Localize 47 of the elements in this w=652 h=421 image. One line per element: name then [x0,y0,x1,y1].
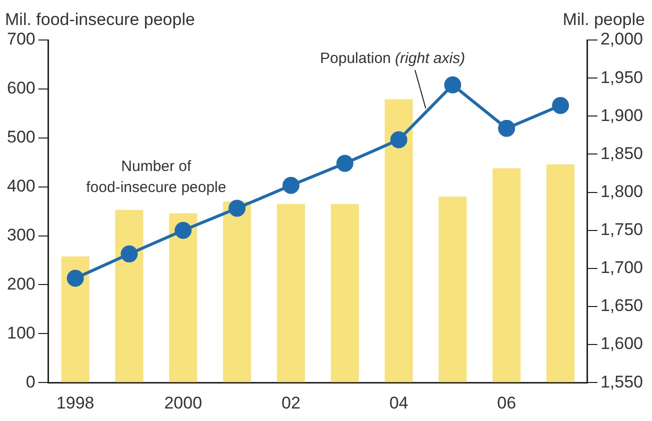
x-tick-label: 2000 [164,393,202,412]
point [228,200,246,217]
y-tick-label: 0 [26,372,36,392]
series-label: Number of food-insecure people [86,158,226,196]
point [336,154,354,172]
bar [223,202,252,382]
point [390,131,408,148]
y2-tick-label: 1,600 [600,334,644,354]
y-tick-label: 100 [6,323,36,342]
point [552,96,570,114]
x-tick-label: 02 [281,393,300,412]
point [174,222,192,239]
y-tick-label: 400 [6,176,36,196]
y2-tick-label: 1,950 [600,68,644,87]
y2-tick-label: 1,750 [600,220,644,240]
y2-tick-label: 1,550 [600,372,644,392]
y2-tick-label: 1,800 [600,182,644,201]
x-tick-label: 06 [497,393,516,412]
point [282,176,300,194]
bar [115,210,144,382]
point [66,270,84,287]
bar [276,204,305,382]
x-tick-label: 04 [389,393,408,412]
y2-axis-title: Mil. people [562,10,645,29]
y2-tick-label: 1,650 [600,296,644,316]
y-axis-title: Mil. food-insecure people [5,10,195,29]
y-tick-label: 300 [6,225,36,244]
series-label: Population (right axis) [320,50,466,67]
y-tick-label: 200 [6,274,36,294]
x-tick-label: 1998 [56,393,94,412]
bar [169,213,198,382]
bar [438,196,467,382]
bar [384,99,413,382]
bar [330,204,359,382]
y2-tick-label: 1,700 [600,258,644,278]
y2-tick-label: 1,900 [600,106,644,125]
point [444,76,462,94]
bar [61,256,90,382]
point [120,245,138,262]
bar [492,168,521,382]
y-tick-label: 500 [6,128,36,147]
y-tick-label: 700 [6,30,36,49]
y-tick-label: 600 [6,78,36,98]
y2-tick-label: 2,000 [600,30,644,49]
point [498,120,516,137]
bar [546,164,575,382]
y2-tick-label: 1,850 [600,144,644,163]
